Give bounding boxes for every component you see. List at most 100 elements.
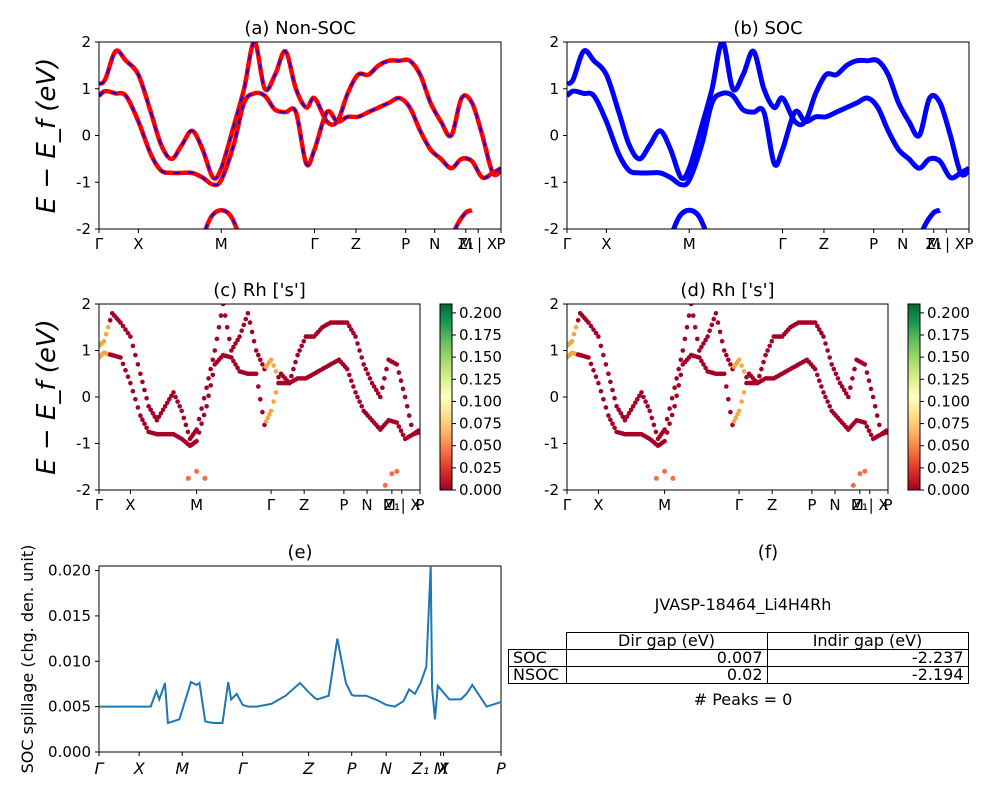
scatter-point <box>138 413 143 418</box>
xtick-label: N <box>897 235 908 253</box>
scatter-point <box>251 338 257 344</box>
scatter-point <box>258 357 263 363</box>
scatter-point <box>721 348 727 353</box>
scatter-point <box>765 348 770 353</box>
scatter-point <box>739 363 744 368</box>
scatter-point <box>216 325 222 330</box>
xtick-label: Γ <box>563 496 572 514</box>
xtick-label: X <box>437 759 450 778</box>
xtick-label: N <box>380 759 392 778</box>
scatter-point <box>183 422 189 428</box>
scatter-point <box>643 399 648 404</box>
xtick-label: Z₁ <box>926 235 942 253</box>
scatter-point <box>125 374 131 380</box>
scatter-point <box>400 386 406 392</box>
scatter-point <box>866 428 872 434</box>
xtick-label: P <box>415 496 424 514</box>
ytick-label: -1 <box>544 435 559 453</box>
scatter-point <box>107 318 113 323</box>
ytick-label: 2 <box>549 33 559 51</box>
material-id: JVASP-18464_Li4H4Rh <box>654 595 832 614</box>
scatter-point <box>371 384 377 389</box>
scatter-point <box>713 311 719 316</box>
scatter-point <box>416 428 420 433</box>
scatter-point <box>593 330 599 336</box>
colorbar-tick-label: 0.125 <box>459 370 502 388</box>
scatter-point <box>220 304 226 307</box>
ytick-label: 0 <box>81 127 91 145</box>
panel-title: (c) Rh ['s'] <box>213 280 306 301</box>
scatter-point <box>622 418 628 423</box>
ytick-label: 0.005 <box>48 698 91 716</box>
scatter-point <box>835 376 841 381</box>
scatter-point <box>376 501 381 506</box>
scatter-point <box>672 404 677 409</box>
scatter-point <box>827 355 832 360</box>
scatter-point <box>351 330 356 336</box>
scatter-point <box>829 362 834 367</box>
scatter-point <box>739 399 744 404</box>
scatter-point <box>701 341 706 346</box>
colorbar-tick-label: 0.150 <box>459 348 502 366</box>
scatter-point <box>144 395 149 401</box>
scatter-point <box>837 380 843 386</box>
scatter-point <box>105 325 111 330</box>
xtick-label: X <box>133 759 146 778</box>
scatter-point <box>398 378 404 384</box>
scatter-point <box>206 393 211 399</box>
scatter-point <box>118 355 123 360</box>
scatter-point <box>697 355 702 360</box>
scatter-point <box>819 330 824 336</box>
scatter-point <box>344 320 350 325</box>
scatter-point <box>199 406 204 411</box>
xtick-label: Z <box>351 235 361 253</box>
scatter-point <box>271 363 276 368</box>
scatter-point <box>169 393 174 399</box>
scatter-point <box>128 380 133 386</box>
colorbar-tick-label: 0.050 <box>927 437 970 455</box>
scatter-point <box>662 468 668 474</box>
scatter-point <box>199 421 204 427</box>
colorbar-tick-label: 0.025 <box>927 459 970 477</box>
scatter-point <box>767 343 772 349</box>
scatter-point <box>857 471 863 477</box>
scatter-point <box>684 325 690 330</box>
scatter-point <box>152 414 158 420</box>
ytick-label: 0 <box>549 388 559 406</box>
scatter-point <box>204 404 209 409</box>
scatter-point <box>664 430 670 435</box>
scatter-point <box>626 411 632 416</box>
scatter-point <box>396 424 402 429</box>
scatter-point <box>142 421 147 427</box>
scatter-point <box>709 322 715 328</box>
peaks-count: # Peaks = 0 <box>693 690 793 709</box>
plot-area-c <box>99 304 420 506</box>
scatter-point <box>361 362 367 367</box>
scatter-point <box>138 371 143 377</box>
xtick-label: Γ <box>95 496 104 514</box>
scatter-point <box>227 336 232 342</box>
panel-title: (e) <box>287 542 312 563</box>
scatter-point <box>396 370 402 375</box>
xtick-label: Γ <box>778 235 787 253</box>
lower-band-soc-0 <box>670 207 708 229</box>
scatter-point <box>719 338 725 344</box>
scatter-point <box>669 395 675 401</box>
scatter-point <box>744 380 749 386</box>
soc-dir-gap: 0.007 <box>565 649 768 667</box>
scatter-point <box>676 383 681 388</box>
ytick-label: 0.000 <box>48 743 91 761</box>
scatter-point <box>730 422 735 428</box>
scatter-point <box>757 373 762 379</box>
scatter-point <box>692 325 698 330</box>
scatter-point <box>239 328 244 334</box>
scatter-point <box>679 501 684 506</box>
ytick-label: 0.020 <box>48 562 91 580</box>
scatter-point <box>171 390 176 395</box>
scatter-point <box>258 397 263 402</box>
scatter-point <box>101 338 107 344</box>
xtick-label: M <box>434 759 448 778</box>
scatter-point <box>866 378 872 384</box>
scatter-point <box>273 390 279 395</box>
